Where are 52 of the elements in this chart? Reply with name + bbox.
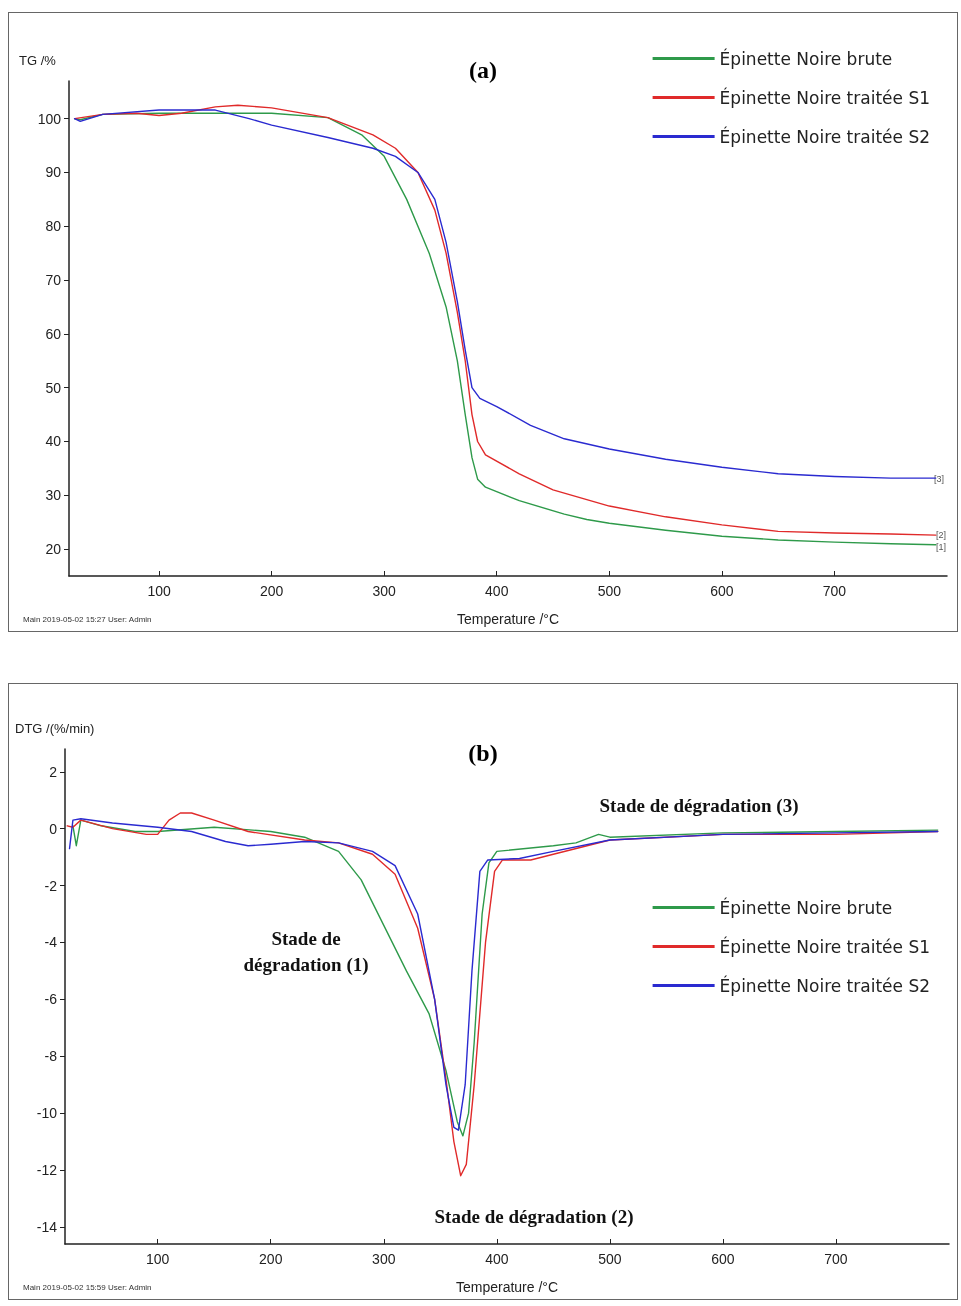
y-tick-label: 80	[45, 218, 62, 235]
y-tick-label: 90	[45, 164, 62, 181]
annotation: Stade de dégradation (1)	[243, 927, 369, 976]
legend-label: Épinette Noire traitée S2	[719, 125, 931, 147]
y-tick-label: 20	[45, 541, 62, 558]
y-axis-title: TG /%	[19, 53, 57, 68]
annotation: [2]	[935, 530, 947, 540]
y-tick-label: -4	[44, 934, 58, 951]
legend-label: Épinette Noire traitée S1	[719, 935, 931, 957]
y-axis-title: DTG /(%/min)	[15, 721, 95, 736]
y-tick-label: -2	[44, 877, 58, 894]
legend-label: Épinette Noire brute	[719, 896, 893, 918]
text: Main 2019-05-02 15:27 User: Admin	[23, 614, 152, 624]
x-tick-label: 700	[822, 583, 847, 599]
y-tick-label: -14	[36, 1218, 58, 1235]
x-tick-label: 300	[372, 583, 397, 599]
y-tick-label: -12	[36, 1162, 58, 1179]
x-tick-label: 700	[824, 1251, 848, 1267]
annotation: [1]	[935, 542, 947, 552]
x-tick-label: 400	[485, 1251, 509, 1267]
y-tick-label: -6	[44, 991, 58, 1008]
x-tick-label: 400	[485, 583, 509, 599]
x-tick-label: 200	[259, 583, 284, 599]
x-tick-label: 600	[711, 1251, 735, 1267]
x-axis-title: Temperature /°C	[456, 611, 560, 627]
x-tick-label: 500	[597, 583, 622, 599]
y-tick-label: 2	[49, 763, 58, 780]
chart-title: (a)	[469, 57, 497, 83]
annotation: [3]	[933, 474, 945, 484]
x-tick-label: 100	[146, 1251, 170, 1267]
y-tick-label: -10	[36, 1105, 58, 1122]
y-tick-label: -8	[44, 1048, 58, 1065]
y-tick-label: 60	[45, 325, 62, 342]
y-tick-label: 70	[45, 272, 62, 289]
x-tick-label: 600	[710, 583, 734, 599]
y-tick-label: 30	[45, 487, 62, 504]
x-tick-label: 100	[147, 583, 171, 599]
legend-label: Épinette Noire traitée S2	[719, 974, 931, 996]
annotation: Stade de dégradation (2)	[434, 1205, 634, 1228]
y-tick-label: 40	[45, 433, 62, 450]
x-tick-label: 500	[598, 1251, 622, 1267]
legend-label: Épinette Noire brute	[719, 47, 893, 69]
annotation: Stade de dégradation (3)	[599, 794, 799, 817]
chart-title: (b)	[468, 740, 498, 766]
legend-label: Épinette Noire traitée S1	[719, 86, 931, 108]
y-tick-label: 0	[49, 820, 58, 837]
text: Main 2019-05-02 15:59 User: Admin	[23, 1282, 152, 1292]
y-tick-label: 50	[45, 379, 62, 396]
x-tick-label: 200	[259, 1251, 283, 1267]
x-tick-label: 300	[372, 1251, 396, 1267]
y-tick-label: 100	[37, 110, 62, 127]
x-axis-title: Temperature /°C	[455, 1279, 559, 1295]
